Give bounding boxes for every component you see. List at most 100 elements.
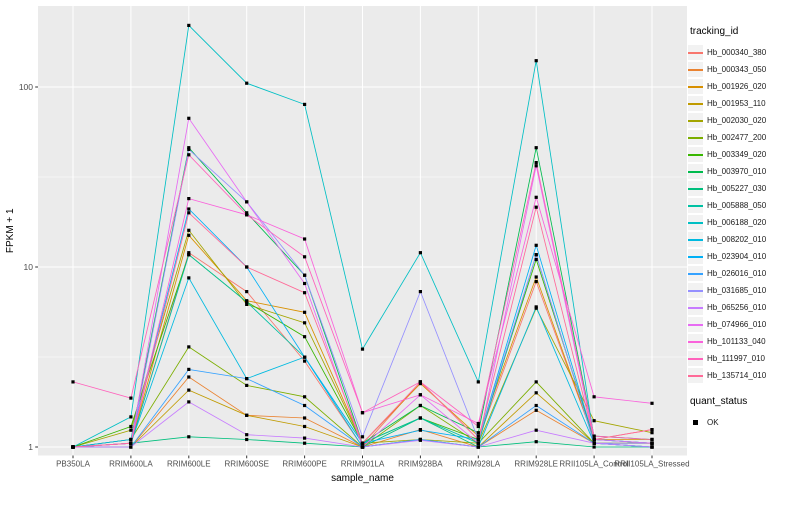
legend-item: Hb_006188_020 <box>688 214 800 231</box>
legend-item-label: Hb_111997_010 <box>707 354 765 363</box>
data-point <box>360 435 365 439</box>
legend-item-label: Hb_001953_110 <box>707 99 766 108</box>
legend-tracking-items: Hb_000340_380 Hb_000343_050 Hb_001926_020 H… <box>688 44 800 384</box>
data-point <box>129 428 133 432</box>
data-point <box>534 195 538 199</box>
data-point <box>187 253 191 257</box>
x-tick-label: RRIM600PE <box>282 460 326 469</box>
data-point <box>187 116 191 120</box>
legend-item-label: Hb_074966_010 <box>707 320 767 329</box>
plot-svg: 1 10 100 PB350LA RRIM600LA RRIM600LE RRIM600SE… <box>5 6 690 484</box>
data-point <box>245 265 249 269</box>
data-point <box>187 228 191 232</box>
legend-key-line-icon <box>688 198 703 213</box>
legend-item-label: Hb_006188_020 <box>707 218 767 227</box>
data-point <box>303 441 307 445</box>
legend-item-label: Hb_026016_010 <box>707 269 767 278</box>
data-point <box>187 197 191 201</box>
data-point <box>303 102 307 106</box>
y-axis-title: FPKM + 1 <box>5 208 16 253</box>
data-point <box>187 276 191 280</box>
data-point <box>187 146 191 150</box>
data-point <box>245 433 249 437</box>
data-point <box>534 164 538 168</box>
legend-key-line-icon <box>688 79 703 94</box>
data-point <box>129 445 133 449</box>
x-tick-label: RRIM600LE <box>167 460 211 469</box>
data-point <box>245 213 249 217</box>
legend-key-line-icon <box>688 283 703 298</box>
data-point <box>534 253 538 257</box>
data-point <box>187 153 191 157</box>
data-point <box>303 335 307 339</box>
data-point <box>476 424 480 429</box>
data-point <box>187 435 191 439</box>
data-point <box>245 383 249 387</box>
data-point <box>245 200 249 204</box>
x-tick-labels: PB350LA RRIM600LA RRIM600LE RRIM600SE RRIM60… <box>56 460 689 469</box>
data-point <box>534 280 538 284</box>
legend-item-label: Hb_005227_030 <box>707 184 767 193</box>
data-point <box>650 441 654 445</box>
data-point <box>187 345 191 349</box>
legend-item-label: OK <box>707 418 719 427</box>
legend-key-line-icon <box>688 62 703 77</box>
legend-item: Hb_023904_010 <box>688 248 800 265</box>
data-point <box>187 400 191 404</box>
x-axis-title: sample_name <box>331 473 394 484</box>
legend-item-label: Hb_008202_010 <box>707 235 767 244</box>
data-point <box>476 441 480 445</box>
legend-item-quant-status: OK <box>688 414 800 431</box>
legend-item: Hb_031685_010 <box>688 282 800 299</box>
legend-key-line-icon <box>688 249 703 264</box>
data-point <box>303 237 307 241</box>
legend-key-line-icon <box>688 368 703 383</box>
data-point <box>592 395 596 399</box>
data-point <box>534 59 538 63</box>
data-point <box>129 424 133 429</box>
data-point <box>129 396 133 400</box>
data-point <box>129 415 133 419</box>
legend-item-label: Hb_003349_020 <box>707 150 767 159</box>
data-point <box>476 434 480 438</box>
x-tick-label: RRII105LA_Control <box>559 460 629 469</box>
data-point <box>303 436 307 440</box>
data-point <box>245 290 249 294</box>
data-point <box>534 428 538 432</box>
legend-item: Hb_026016_010 <box>688 265 800 282</box>
x-tick-label: PB350LA <box>56 460 90 469</box>
legend-key-line-icon <box>688 45 703 60</box>
legend-item: Hb_000343_050 <box>688 61 800 78</box>
legend-key-line-icon <box>688 334 703 349</box>
data-point <box>418 382 422 386</box>
data-point <box>534 146 538 150</box>
data-point <box>476 431 480 435</box>
legend: tracking_id Hb_000340_380 Hb_000343_050 Hb… <box>688 26 800 431</box>
data-point <box>245 300 249 304</box>
data-point <box>534 440 538 444</box>
y-tick-label: 100 <box>19 82 33 92</box>
x-tick-label: RRIM600SE <box>224 460 268 469</box>
data-point <box>360 347 365 351</box>
data-point <box>303 321 307 325</box>
x-tick-label: RRIM600LA <box>109 460 153 469</box>
legend-item: Hb_003349_020 <box>688 146 800 163</box>
legend-key-line-icon <box>688 181 703 196</box>
legend-key-line-icon <box>688 317 703 332</box>
legend-item-label: Hb_000340_380 <box>707 48 767 57</box>
y-tick-label: 10 <box>24 262 34 272</box>
data-point <box>650 445 654 449</box>
legend-item-label: Hb_031685_010 <box>707 286 767 295</box>
data-point <box>418 380 422 384</box>
data-point <box>476 437 480 442</box>
legend-item: Hb_003970_010 <box>688 163 800 180</box>
legend-item: Hb_065256_010 <box>688 299 800 316</box>
data-point <box>650 401 654 405</box>
legend-quant-items: OK <box>688 414 800 431</box>
legend-item-label: Hb_001926_020 <box>707 82 767 91</box>
legend-item: Hb_008202_010 <box>688 231 800 248</box>
data-point <box>187 207 191 211</box>
data-point <box>129 437 133 442</box>
legend-item-label: Hb_101133_040 <box>707 337 766 346</box>
legend-key-line-icon <box>688 130 703 145</box>
